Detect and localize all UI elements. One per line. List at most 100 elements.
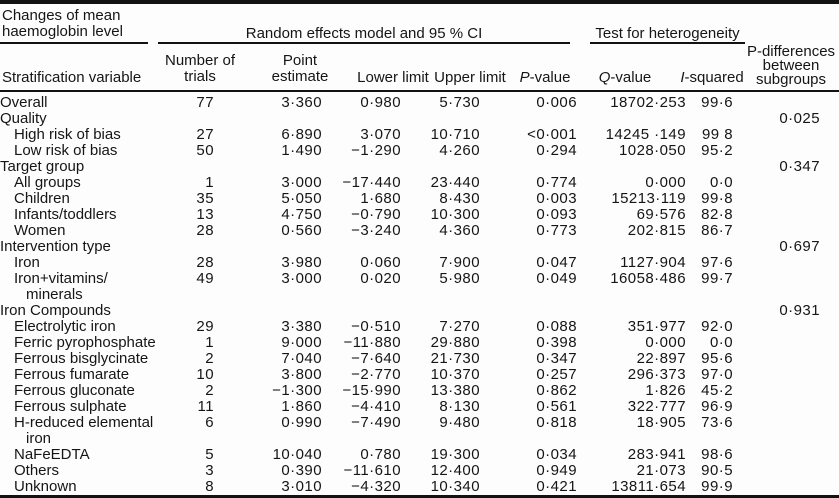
header-bottom-rule <box>0 90 839 92</box>
cell-stratification-variable: Iron <box>14 254 40 271</box>
cell-upper-limit: 8·430 <box>439 190 480 207</box>
cell-point-estimate: 5·050 <box>281 190 322 207</box>
cell-stratification-variable: Low risk of bias <box>14 142 118 159</box>
cell-trials: 35 <box>196 190 214 207</box>
cell-p-difference <box>743 143 839 159</box>
cell-i-squared: 97·6 <box>701 254 733 271</box>
cell-p-difference: 0·697 <box>779 238 820 255</box>
cell-p-difference <box>743 447 839 463</box>
cell-i-squared: 99·9 <box>701 478 733 495</box>
cell-q-value: 22·897 <box>636 350 686 367</box>
cell-stratification-variable: Infants/toddlers <box>14 206 117 223</box>
cell-p-value <box>490 159 585 175</box>
cell-p-difference <box>743 175 839 191</box>
cell-trials: 28 <box>196 254 214 271</box>
cell-p-value: 0·034 <box>536 446 577 463</box>
cell-stratification-variable: Ferrous fumarate <box>14 366 130 383</box>
cell-upper-limit: 10·300 <box>430 206 480 223</box>
cell-point-estimate <box>225 159 330 175</box>
table-row: Unknown 8 3·010 −4·320 10·340 0·421 13811·654 9… <box>0 479 839 495</box>
cell-upper-limit: 19·300 <box>430 446 480 463</box>
table-row: Iron+vitamins/minerals 49 3·000 0·020 5·980 0… <box>0 271 839 303</box>
cell-lower-limit: 0·780 <box>360 446 401 463</box>
cell-stratification-variable: Ferrous bisglycinate <box>14 350 149 367</box>
cell-p-difference <box>743 351 839 367</box>
cell-p-difference <box>743 319 839 335</box>
col-header-lower-limit: Lower limit <box>357 69 429 86</box>
cell-p-value: 0·774 <box>536 174 577 191</box>
cell-q-value: 296·373 <box>627 366 686 383</box>
cell-upper-limit: 12·400 <box>430 462 480 479</box>
cell-i-squared: 99·8 <box>701 190 733 207</box>
cell-p-value: 0·093 <box>536 206 577 223</box>
table-row: Target group 0·347 <box>0 159 839 175</box>
cell-q-value: 1127·904 <box>620 254 686 271</box>
cell-p-value: 0·294 <box>536 142 577 159</box>
cell-q-value: 18·905 <box>636 414 686 431</box>
cell-p-difference: 0·025 <box>779 110 820 127</box>
cell-lower-limit <box>330 239 410 255</box>
cell-stratification-variable: Unknown <box>14 478 77 495</box>
cell-p-difference: 0·347 <box>779 158 820 175</box>
cell-upper-limit: 21·730 <box>430 350 480 367</box>
cell-p-value: <0·001 <box>527 126 577 143</box>
cell-stratification-variable: H-reduced elemental iron <box>14 414 154 447</box>
cell-q-value: 351·977 <box>627 318 686 335</box>
cell-point-estimate: 4·750 <box>281 206 322 223</box>
cell-i-squared: 96·9 <box>701 398 733 415</box>
cell-lower-limit: −7·490 <box>351 414 401 431</box>
cell-point-estimate: 1·490 <box>281 142 322 159</box>
cell-trials: 28 <box>196 222 214 239</box>
cell-i-squared: 98·6 <box>701 446 733 463</box>
col-header-q-value: Q-value <box>598 69 652 86</box>
cell-stratification-variable: Overall <box>0 94 48 111</box>
cell-lower-limit <box>330 159 410 175</box>
cell-p-value: 0·347 <box>536 350 577 367</box>
cell-p-difference <box>743 463 839 479</box>
cell-stratification-variable: Others <box>14 462 60 479</box>
cell-upper-limit: 23·440 <box>430 174 480 191</box>
cell-stratification-variable: Ferrous sulphate <box>14 398 127 415</box>
cell-q-value: 18702·253 <box>610 94 686 111</box>
cell-q-value <box>585 239 695 255</box>
table-body: Overall 77 3·360 0·980 5·730 0·006 18702·253 99… <box>0 92 839 495</box>
cell-upper-limit: 10·340 <box>430 478 480 495</box>
cell-i-squared: 99 8 <box>702 126 733 143</box>
table-row: Women 28 0·560 −3·240 4·360 0·773 202·815 86·7 <box>0 223 839 239</box>
cell-lower-limit <box>330 303 410 319</box>
cell-i-squared: 95·6 <box>701 350 733 367</box>
table-row: Overall 77 3·360 0·980 5·730 0·006 18702·253 99… <box>0 92 839 111</box>
cell-point-estimate: 3·980 <box>281 254 322 271</box>
cell-trials: 10 <box>196 366 214 383</box>
cell-point-estimate: 3·360 <box>281 94 322 111</box>
cell-p-value: 0·421 <box>536 478 577 495</box>
cell-trials: 2 <box>205 382 214 399</box>
cell-i-squared: 45·2 <box>701 382 733 399</box>
table-row: All groups 1 3·000 −17·440 23·440 0·774 0·000 0… <box>0 175 839 191</box>
col-header-upper-limit: Upper limit <box>434 69 506 86</box>
table-row: Infants/toddlers 13 4·750 −0·790 10·300 0·093… <box>0 207 839 223</box>
cell-p-difference <box>743 255 839 271</box>
stub-title-line1: Changes of mean <box>2 7 121 24</box>
cell-trials: 1 <box>205 174 214 191</box>
table-row: Ferrous gluconate 2 −1·300 −15·990 13·380 0·8… <box>0 383 839 399</box>
cell-point-estimate: 0·560 <box>281 222 322 239</box>
cell-trials: 49 <box>196 270 214 287</box>
cell-p-value: 0·006 <box>536 94 577 111</box>
cell-upper-limit <box>410 303 490 319</box>
table-row: H-reduced elemental iron 6 0·990 −7·490 9·480… <box>0 415 839 447</box>
table-row: Quality 0·025 <box>0 111 839 127</box>
cell-i-squared: 86·7 <box>701 222 733 239</box>
cell-p-value: 0·088 <box>536 318 577 335</box>
cell-p-value <box>490 239 585 255</box>
cell-upper-limit: 13·380 <box>430 382 480 399</box>
cell-point-estimate: 3·800 <box>281 366 322 383</box>
cell-upper-limit: 7·270 <box>439 318 480 335</box>
cell-stratification-variable: Iron+vitamins/minerals <box>14 270 108 303</box>
cell-upper-limit: 5·980 <box>439 270 480 287</box>
cell-upper-limit <box>410 111 490 127</box>
cell-stratification-variable: Children <box>14 190 70 207</box>
cell-i-squared: 73·6 <box>701 414 733 431</box>
cell-p-value <box>490 111 585 127</box>
cell-trials <box>160 239 225 255</box>
